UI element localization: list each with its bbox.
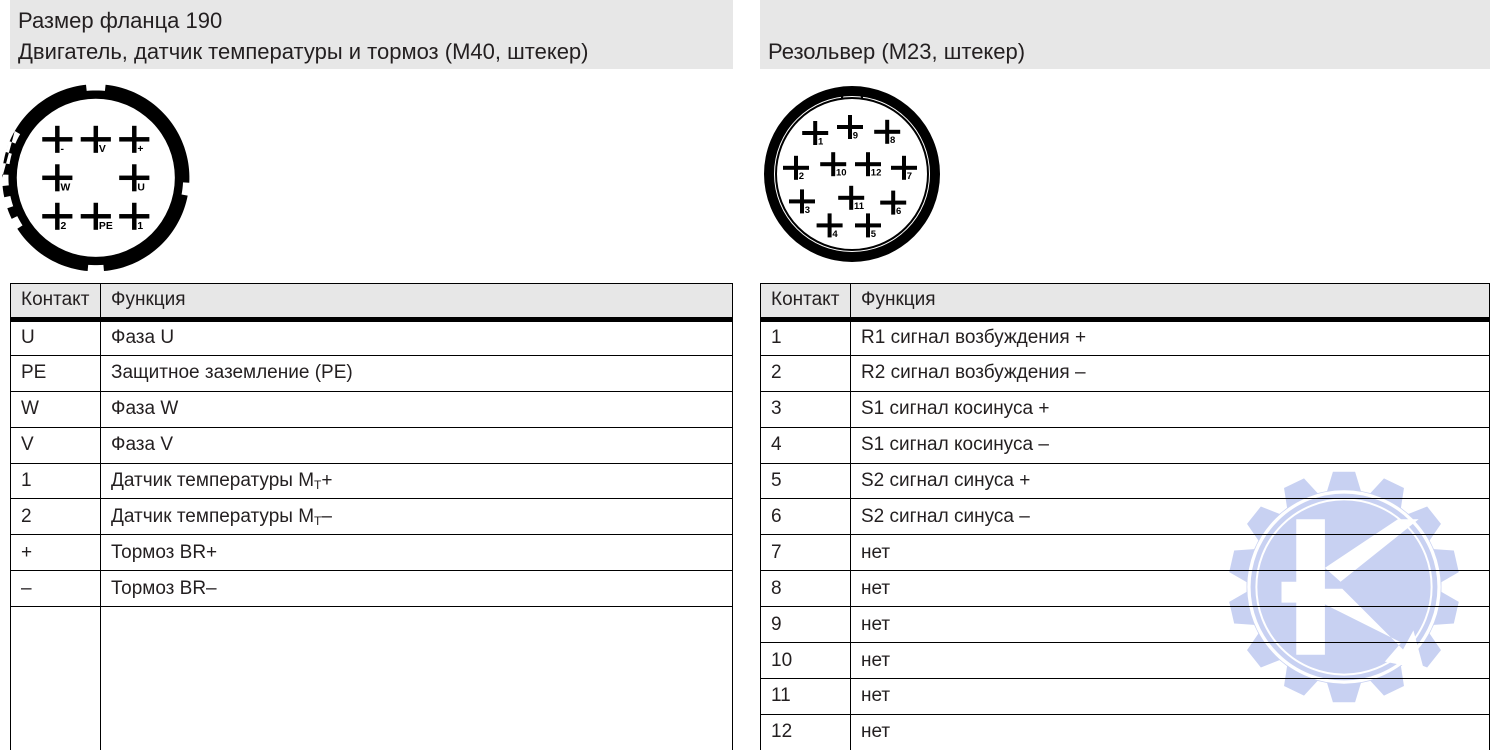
svg-text:1: 1 <box>137 221 143 232</box>
svg-text:W: W <box>60 183 70 194</box>
svg-text:PE: PE <box>99 221 113 232</box>
svg-text:7: 7 <box>907 171 912 182</box>
svg-text:+: + <box>137 144 143 155</box>
svg-text:9: 9 <box>853 130 858 141</box>
svg-text:6: 6 <box>896 206 901 217</box>
svg-text:8: 8 <box>890 135 895 146</box>
svg-text:5: 5 <box>871 229 877 240</box>
svg-text:10: 10 <box>836 168 847 179</box>
svg-text:4: 4 <box>832 229 838 240</box>
svg-text:U: U <box>137 183 145 194</box>
svg-text:11: 11 <box>854 201 865 212</box>
svg-text:V: V <box>99 144 106 155</box>
svg-text:1: 1 <box>818 136 824 147</box>
svg-text:3: 3 <box>805 205 810 216</box>
svg-text:-: - <box>60 144 64 155</box>
svg-text:2: 2 <box>799 171 804 182</box>
svg-text:12: 12 <box>871 168 882 179</box>
svg-text:2: 2 <box>60 221 66 232</box>
